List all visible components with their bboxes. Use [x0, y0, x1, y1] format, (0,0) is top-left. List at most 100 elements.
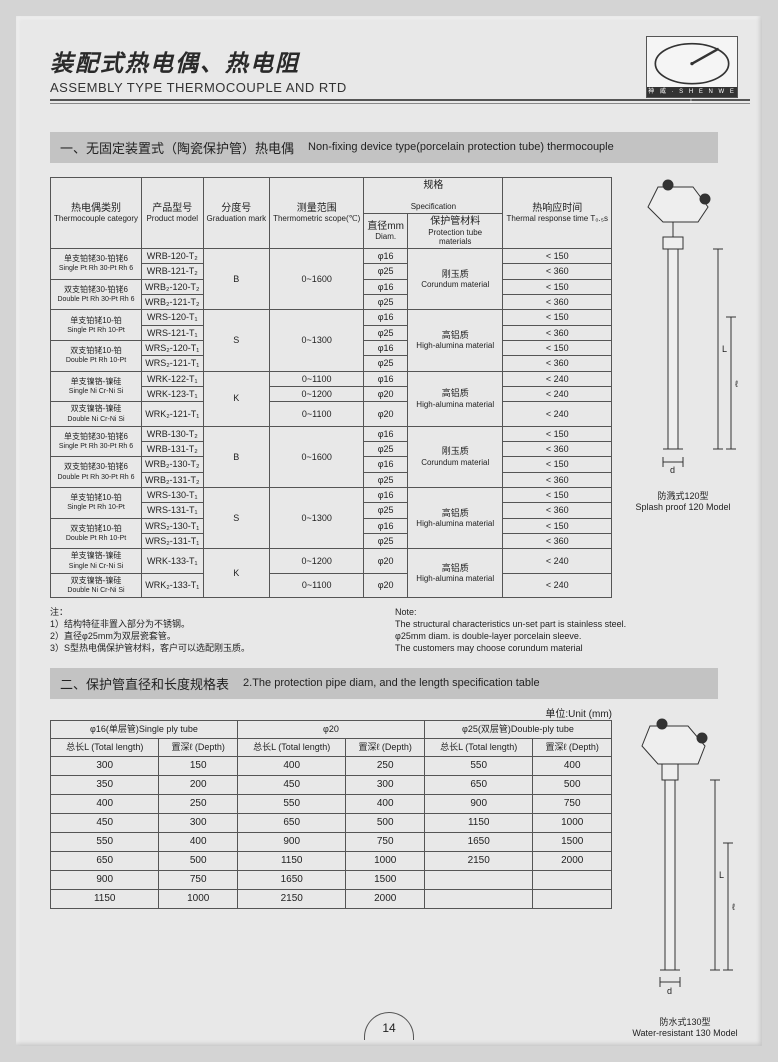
dimension-cell: 650 — [237, 813, 345, 832]
dimension-cell — [533, 889, 612, 908]
th-model-cn: 产品型号 — [145, 203, 199, 215]
t2-tl1: 总长L (Total length) — [51, 739, 159, 757]
dimension-cell: 400 — [159, 832, 238, 851]
diagram1-caption-cn: 防溅式120型 — [657, 491, 708, 501]
dimension-cell: 2150 — [237, 889, 345, 908]
th-scope-en: Thermometric scope(℃) — [273, 214, 360, 223]
diagram1-col: L ℓ d 防溅式120型 Splash proof 120 Model — [618, 177, 748, 598]
dimension-cell: 450 — [51, 813, 159, 832]
graduation-cell: K — [203, 371, 270, 426]
material-cell: 刚玉质Corundum material — [407, 426, 502, 487]
response-cell: < 150 — [503, 457, 612, 472]
th-spec-en: Specification — [367, 202, 499, 211]
model-cell: WRB₂-130-T₂ — [142, 457, 203, 472]
dim-l-label2: ℓ — [732, 902, 736, 912]
dimension-cell: 450 — [237, 775, 345, 794]
response-cell: < 240 — [503, 371, 612, 386]
dimension-cell: 400 — [533, 756, 612, 775]
scope-cell: 0~1100 — [270, 371, 364, 386]
dimension-table: φ16(单层管)Single ply tube φ20 φ25(双层管)Doub… — [50, 720, 612, 909]
th-diam-cn: 直径mm — [367, 221, 404, 233]
notes-cn-lines: 1）结构特征非置入部分为不锈钢。2）直径φ25mm为双层瓷套管。3）S型热电偶保… — [50, 619, 250, 653]
th-grad-en: Graduation mark — [207, 214, 267, 223]
response-cell: < 150 — [503, 340, 612, 355]
scope-cell: 0~1200 — [270, 549, 364, 573]
header-rule — [50, 99, 750, 104]
th-cat-en: Thermocouple category — [54, 214, 138, 223]
model-cell: WRS-121-T₁ — [142, 325, 203, 340]
model-cell: WRB-131-T₂ — [142, 441, 203, 456]
dimension-cell: 1000 — [346, 851, 425, 870]
graduation-cell: B — [203, 248, 270, 309]
dimension-cell: 200 — [159, 775, 238, 794]
response-cell: < 150 — [503, 279, 612, 294]
diameter-cell: φ16 — [364, 310, 408, 325]
category-cell: 单支铂铑10-铂Single Pt Rh 10-Pt — [51, 310, 142, 341]
table2-head: φ16(单层管)Single ply tube φ20 φ25(双层管)Doub… — [51, 721, 612, 757]
dimension-cell: 250 — [346, 756, 425, 775]
dim-L-label2: L — [719, 870, 724, 880]
diagram1-caption: 防溅式120型 Splash proof 120 Model — [618, 491, 748, 513]
th-grad-cn: 分度号 — [207, 203, 267, 215]
diagram2-caption-cn: 防水式130型 — [659, 1017, 710, 1027]
th-cat-cn: 热电偶类别 — [54, 203, 138, 215]
section1-title-en: Non-fixing device type(porcelain protect… — [308, 141, 708, 154]
response-cell: < 240 — [503, 387, 612, 402]
model-cell: WRK-122-T₁ — [142, 371, 203, 386]
model-cell: WRS-131-T₁ — [142, 503, 203, 518]
model-cell: WRS-130-T₁ — [142, 487, 203, 502]
table-row: 单支铂铑10-铂Single Pt Rh 10-PtWRS-130-T₁S0~1… — [51, 487, 612, 502]
dim-d-label2: d — [667, 986, 672, 996]
diameter-cell: φ20 — [364, 387, 408, 402]
response-cell: < 240 — [503, 573, 612, 597]
title-cn: 装配式热电偶、热电阻 — [50, 44, 742, 78]
table1-body: 单支铂铑30-铂铑6Single Pt Rh 30-Pt Rh 6 WRB-120… — [51, 248, 612, 597]
diameter-cell: φ20 — [364, 549, 408, 573]
th-diam-en: Diam. — [367, 232, 404, 241]
model-cell: WRS₂-120-T₁ — [142, 340, 203, 355]
notes-cn: 注： 1）结构特征非置入部分为不锈钢。2）直径φ25mm为双层瓷套管。3）S型热… — [50, 606, 365, 655]
dim-d-label: d — [670, 465, 675, 475]
table-row: 400250550400900750 — [51, 794, 612, 813]
dimension-cell: 1150 — [237, 851, 345, 870]
dimension-cell: 1650 — [237, 870, 345, 889]
dimension-cell: 1650 — [424, 832, 532, 851]
page-number: 14 — [364, 1012, 414, 1040]
diameter-cell: φ25 — [364, 264, 408, 279]
category-cell: 双支镍铬-镍硅Double Ni Cr-Ni Si — [51, 402, 142, 426]
table1-wrap: 热电偶类别Thermocouple category 产品型号Product m… — [50, 177, 612, 598]
diameter-cell: φ25 — [364, 356, 408, 371]
dimension-cell: 900 — [51, 870, 159, 889]
graduation-cell: K — [203, 549, 270, 597]
response-cell: < 360 — [503, 264, 612, 279]
t2-tl2: 总长L (Total length) — [237, 739, 345, 757]
model-cell: WRB-120-T₂ — [142, 248, 203, 263]
model-cell: WRS₂-121-T₁ — [142, 356, 203, 371]
dimension-cell: 550 — [237, 794, 345, 813]
diameter-cell: φ16 — [364, 248, 408, 263]
notes-block: 注： 1）结构特征非置入部分为不锈钢。2）直径φ25mm为双层瓷套管。3）S型热… — [50, 606, 710, 655]
scope-cell: 0~1100 — [270, 573, 364, 597]
table-row: 45030065050011501000 — [51, 813, 612, 832]
t2-dp3: 置深ℓ (Depth) — [533, 739, 612, 757]
response-cell: < 360 — [503, 472, 612, 487]
table-row: 单支镍铬-镍硅Single Ni Cr-Ni SiWRK-133-T₁K0~12… — [51, 549, 612, 573]
th-resp-en: Thermal response time T₀.₅s — [506, 214, 608, 223]
dim-L-label: L — [722, 344, 727, 354]
brand-logo: 神 威 · S H E N W E I — [646, 36, 738, 98]
response-cell: < 360 — [503, 294, 612, 309]
material-cell: 高铝质High-alumina material — [407, 310, 502, 371]
model-cell: WRK-123-T₁ — [142, 387, 203, 402]
category-cell: 单支铂铑30-铂铑6Single Pt Rh 30-Pt Rh 6 — [51, 426, 142, 457]
th-spec-cn: 规格 — [367, 180, 499, 192]
response-cell: < 150 — [503, 426, 612, 441]
response-cell: < 150 — [503, 310, 612, 325]
dimension-cell: 300 — [346, 775, 425, 794]
title-en: ASSEMBLY TYPE THERMOCOUPLE AND RTD — [50, 80, 742, 95]
model-cell: WRK-133-T₁ — [142, 549, 203, 573]
model-cell: WRB₂-121-T₂ — [142, 294, 203, 309]
notes-en-lines: The structural characteristics un-set pa… — [395, 619, 626, 653]
notes-en: Note: The structural characteristics un-… — [395, 606, 710, 655]
category-cell: 单支镍铬-镍硅Single Ni Cr-Ni Si — [51, 371, 142, 402]
table-row: 55040090075016501500 — [51, 832, 612, 851]
